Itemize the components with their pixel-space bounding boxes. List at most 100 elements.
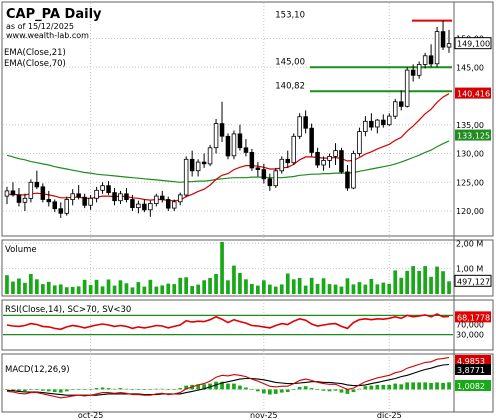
candle-body: [159, 195, 165, 200]
macd-hist-bar: [214, 381, 218, 390]
volume-bar: [250, 283, 254, 294]
macd-hist-bar: [285, 389, 290, 392]
volume-bar: [333, 284, 338, 294]
volume-bar: [106, 279, 111, 294]
candle-body: [94, 189, 99, 199]
candle-body: [386, 115, 392, 126]
volume-bar: [303, 285, 308, 294]
volume-bar: [435, 266, 439, 294]
macd-hist-bar: [351, 389, 356, 392]
candlesticks: [4, 20, 452, 218]
macd-hist-bar: [118, 388, 123, 390]
macd-tag-box: [455, 355, 491, 366]
rsi-pane-frame: [1, 299, 494, 351]
candle-body: [273, 170, 278, 187]
macd-hist-bar: [58, 389, 63, 393]
candle-body: [225, 135, 231, 157]
candle-body: [88, 197, 93, 206]
macd-hist-bar: [76, 389, 81, 390]
price-tag-box: [455, 87, 491, 99]
volume-bar: [357, 282, 362, 294]
candle-body: [142, 203, 147, 211]
volume-bar: [315, 283, 320, 294]
volume-tag-label: 497,127: [457, 277, 490, 286]
volume-bar: [381, 282, 386, 294]
candle-body: [130, 199, 135, 209]
candle-body: [345, 171, 350, 189]
candle-body: [112, 192, 117, 202]
volume-bar: [447, 281, 451, 294]
macd-hist-bar: [303, 386, 308, 390]
volume-bar: [273, 286, 278, 294]
candle-body: [28, 181, 34, 199]
candle-body: [446, 43, 452, 48]
volume-bar: [291, 279, 296, 294]
candle-body: [339, 150, 344, 173]
macd-tag-label: 1,0082: [457, 382, 485, 391]
rsi-tag-label: 68,1778: [457, 313, 490, 322]
rsi-line: [6, 313, 450, 331]
candle-body: [255, 167, 261, 170]
volume-bar: [190, 286, 194, 294]
volume-tag-box: [454, 274, 492, 287]
macd-hist-bar: [184, 385, 188, 390]
volume-bar: [399, 277, 404, 294]
macd-pane-frame: [1, 353, 494, 413]
candle-body: [58, 208, 64, 214]
volume-bar: [46, 281, 51, 294]
price-tick-label: 145,00: [456, 63, 484, 72]
macd-hist-bar: [291, 389, 296, 390]
volume-bar: [148, 279, 153, 294]
macd-hist-bar: [250, 389, 254, 390]
candle-body: [10, 190, 16, 196]
legend-ema21: EMA(Close,21): [4, 48, 66, 58]
volume-bar: [262, 280, 266, 294]
candle-body: [416, 64, 422, 76]
macd-hist-bar: [220, 381, 224, 390]
macd-hist-bar: [100, 387, 105, 390]
volume-bar: [154, 286, 159, 294]
candle-body: [82, 196, 87, 206]
macd-hist-bar: [46, 389, 51, 392]
candle-body: [279, 158, 284, 172]
macd-hist-bar: [417, 382, 421, 390]
candle-body: [237, 133, 243, 149]
candle-body: [243, 147, 249, 153]
volume-bar: [100, 286, 105, 294]
candle-body: [231, 133, 237, 157]
candle-body: [357, 131, 362, 154]
macd-hist-bar: [41, 389, 45, 391]
x-tick-label: dic-25: [377, 411, 402, 420]
volume-bar: [405, 270, 409, 294]
macd-hist-bar: [106, 388, 111, 390]
candle-body: [363, 120, 368, 133]
macd-hist-bar: [315, 389, 320, 390]
macd-hist-bar: [130, 389, 135, 390]
macd-hist-bar: [160, 388, 165, 390]
volume-bar: [375, 284, 380, 294]
candle-body: [106, 185, 111, 193]
price-tag-box: [455, 129, 491, 141]
macd-hist-bar: [52, 389, 57, 392]
volume-tick-label: 2,00 M: [456, 239, 483, 248]
volume-bar: [345, 278, 350, 294]
price-tick-label: 125,00: [456, 178, 484, 187]
macd-hist-bar: [333, 389, 338, 391]
volume-bar: [285, 273, 290, 294]
volume-bar: [29, 274, 33, 294]
macd-hist-bar: [393, 383, 398, 390]
candle-body: [261, 169, 267, 180]
volume-bar: [23, 282, 27, 294]
candle-body: [52, 201, 58, 210]
volume-bar: [64, 287, 69, 294]
chart-title: CAP_PA Daily: [6, 7, 102, 22]
level-label: 153,10: [275, 11, 305, 21]
macd-series: [5, 356, 451, 399]
macd-hist-bar: [357, 388, 362, 390]
macd-hist-bar: [11, 389, 15, 391]
macd-hist-bar: [256, 389, 260, 392]
volume-bar: [411, 266, 415, 294]
macd-hist-bar: [29, 389, 33, 390]
macd-hist-bar: [17, 389, 21, 392]
